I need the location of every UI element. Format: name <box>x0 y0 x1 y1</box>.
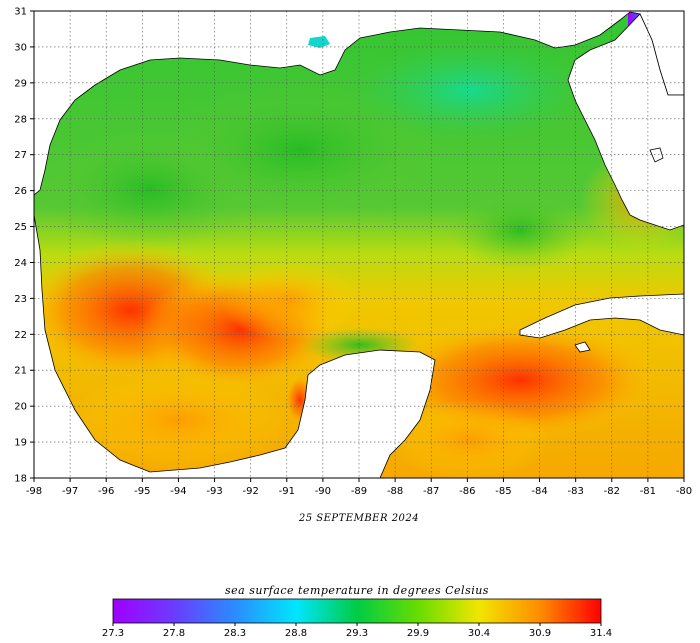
lat-tick-label: 25 <box>14 222 27 233</box>
lon-tick-label: -80 <box>676 486 692 497</box>
lon-tick-label: -87 <box>423 486 439 497</box>
lat-tick-label: 19 <box>14 438 27 449</box>
lon-tick-label: -84 <box>531 486 547 497</box>
graticule <box>34 11 684 478</box>
lon-tick-label: -89 <box>351 486 367 497</box>
colorbar-title: sea surface temperature in degrees Celsi… <box>225 584 489 597</box>
colorbar-tick-label: 30.9 <box>529 628 551 639</box>
colorbar-labels: 27.3 27.8 28.3 28.8 29.3 29.9 30.4 30.9 31.4 <box>102 623 612 639</box>
colorbar-tick-label: 27.8 <box>163 628 185 639</box>
lon-tick-label: -92 <box>242 486 258 497</box>
colorbar-tick-label: 28.3 <box>224 628 246 639</box>
lat-tick-label: 23 <box>14 294 27 305</box>
land <box>34 11 684 478</box>
lon-tick-label: -81 <box>640 486 656 497</box>
lon-tick-label: -94 <box>170 486 186 497</box>
lon-tick-label: -93 <box>206 486 222 497</box>
lon-tick-label: -97 <box>62 486 78 497</box>
colorbar-tick-label: 29.9 <box>407 628 429 639</box>
colorbar-tick-label: 31.4 <box>590 628 612 639</box>
lat-tick-label: 18 <box>14 474 27 485</box>
colorbar <box>112 598 602 624</box>
lat-tick-label: 21 <box>14 366 27 377</box>
lat-tick-label: 28 <box>14 114 27 125</box>
longitude-axis: -98 -97 -96 -95 -94 -93 -92 -91 -90 -89 -88 -87 -86 -… <box>26 478 692 497</box>
lon-tick-label: -85 <box>495 486 511 497</box>
sst-field <box>34 11 684 478</box>
lat-tick-label: 30 <box>14 42 27 53</box>
lat-tick-label: 20 <box>14 402 27 413</box>
lat-tick-label: 29 <box>14 78 27 89</box>
lon-tick-label: -82 <box>604 486 620 497</box>
lat-tick-label: 31 <box>14 7 27 18</box>
colorbar-tick-label: 27.3 <box>102 628 124 639</box>
lat-tick-label: 24 <box>14 258 27 269</box>
date-label: 25 SEPTEMBER 2024 <box>298 513 419 524</box>
lon-tick-label: -88 <box>387 486 403 497</box>
lat-tick-label: 27 <box>14 150 27 161</box>
colorbar-tick-label: 29.3 <box>346 628 368 639</box>
lon-tick-label: -95 <box>134 486 150 497</box>
lon-tick-label: -98 <box>26 486 42 497</box>
lat-tick-label: 22 <box>14 330 27 341</box>
lon-tick-label: -83 <box>567 486 583 497</box>
lon-tick-label: -90 <box>315 486 331 497</box>
lon-tick-label: -96 <box>98 486 114 497</box>
colorbar-tick-label: 28.8 <box>285 628 307 639</box>
colorbar-tick-label: 30.4 <box>468 628 490 639</box>
lon-tick-label: -91 <box>279 486 295 497</box>
lat-tick-label: 26 <box>14 186 27 197</box>
lon-tick-label: -86 <box>459 486 475 497</box>
latitude-axis: 18 19 20 21 22 23 24 25 26 27 28 29 30 31 <box>14 7 34 485</box>
